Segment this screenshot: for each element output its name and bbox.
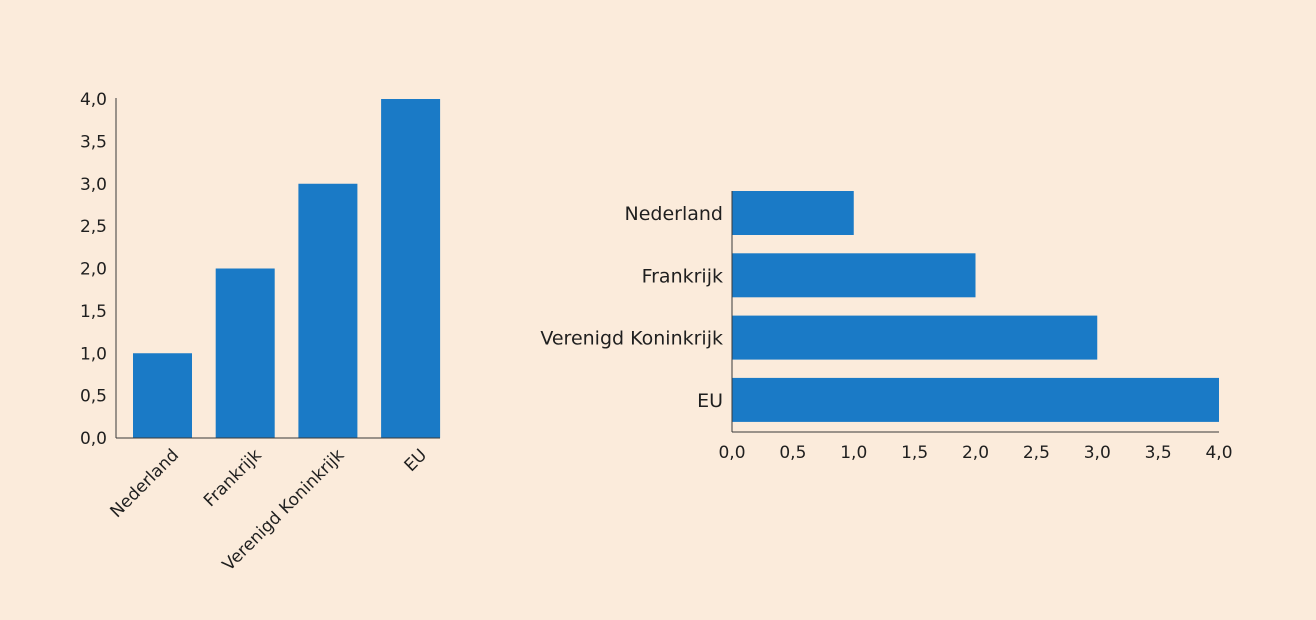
hbar-eu [732,377,1219,422]
v-y-tick-label: 2,0 [80,260,107,280]
v-y-tick-label: 1,5 [80,302,107,322]
v-y-tick-label: 3,5 [80,132,107,152]
hbar-frankrijk [732,253,976,298]
hbar-nederland [732,191,854,235]
v-x-tick-label: EU [401,445,432,476]
h-x-tick-label: 4,0 [1205,443,1232,463]
v-x-tick-label: Frankrijk [200,445,266,511]
h-y-tick-label: Frankrijk [642,265,723,287]
h-x-tick-label: 0,5 [779,443,806,463]
vbar-eu [381,99,441,438]
v-x-tick-label: Nederland [107,445,183,521]
h-x-tick-label: 3,0 [1084,443,1111,463]
vbar-frankrijk [215,268,275,438]
hbar-verenigd-koninkrijk [732,315,1098,360]
h-y-tick-label: EU [697,390,723,412]
v-y-tick-label: 3,0 [80,175,107,195]
v-y-tick-label: 2,5 [80,217,107,237]
h-y-tick-label: Nederland [625,203,724,225]
h-x-tick-label: 2,0 [962,443,989,463]
h-y-tick-label: Verenigd Koninkrijk [540,328,723,350]
h-x-tick-label: 3,5 [1145,443,1172,463]
vbar-verenigd-koninkrijk [298,183,358,438]
h-x-tick-label: 1,5 [901,443,928,463]
v-y-tick-label: 1,0 [80,344,107,364]
horizontal-bar-chart: Nederland Frankrijk Verenigd Koninkrijk EU 0… [540,191,1233,463]
v-y-tick-label: 4,0 [80,90,107,110]
v-y-tick-label: 0,5 [80,387,107,407]
h-x-tick-label: 1,0 [840,443,867,463]
vbar-nederland [133,353,192,438]
vertical-bar-chart: 0,0 0,5 1,0 1,5 2,0 2,5 3,0 3,5 4,0 Nederland Fran… [80,90,441,575]
h-x-tick-label: 0,0 [718,443,745,463]
h-x-tick-label: 2,5 [1023,443,1050,463]
v-y-tick-label: 0,0 [80,429,107,449]
